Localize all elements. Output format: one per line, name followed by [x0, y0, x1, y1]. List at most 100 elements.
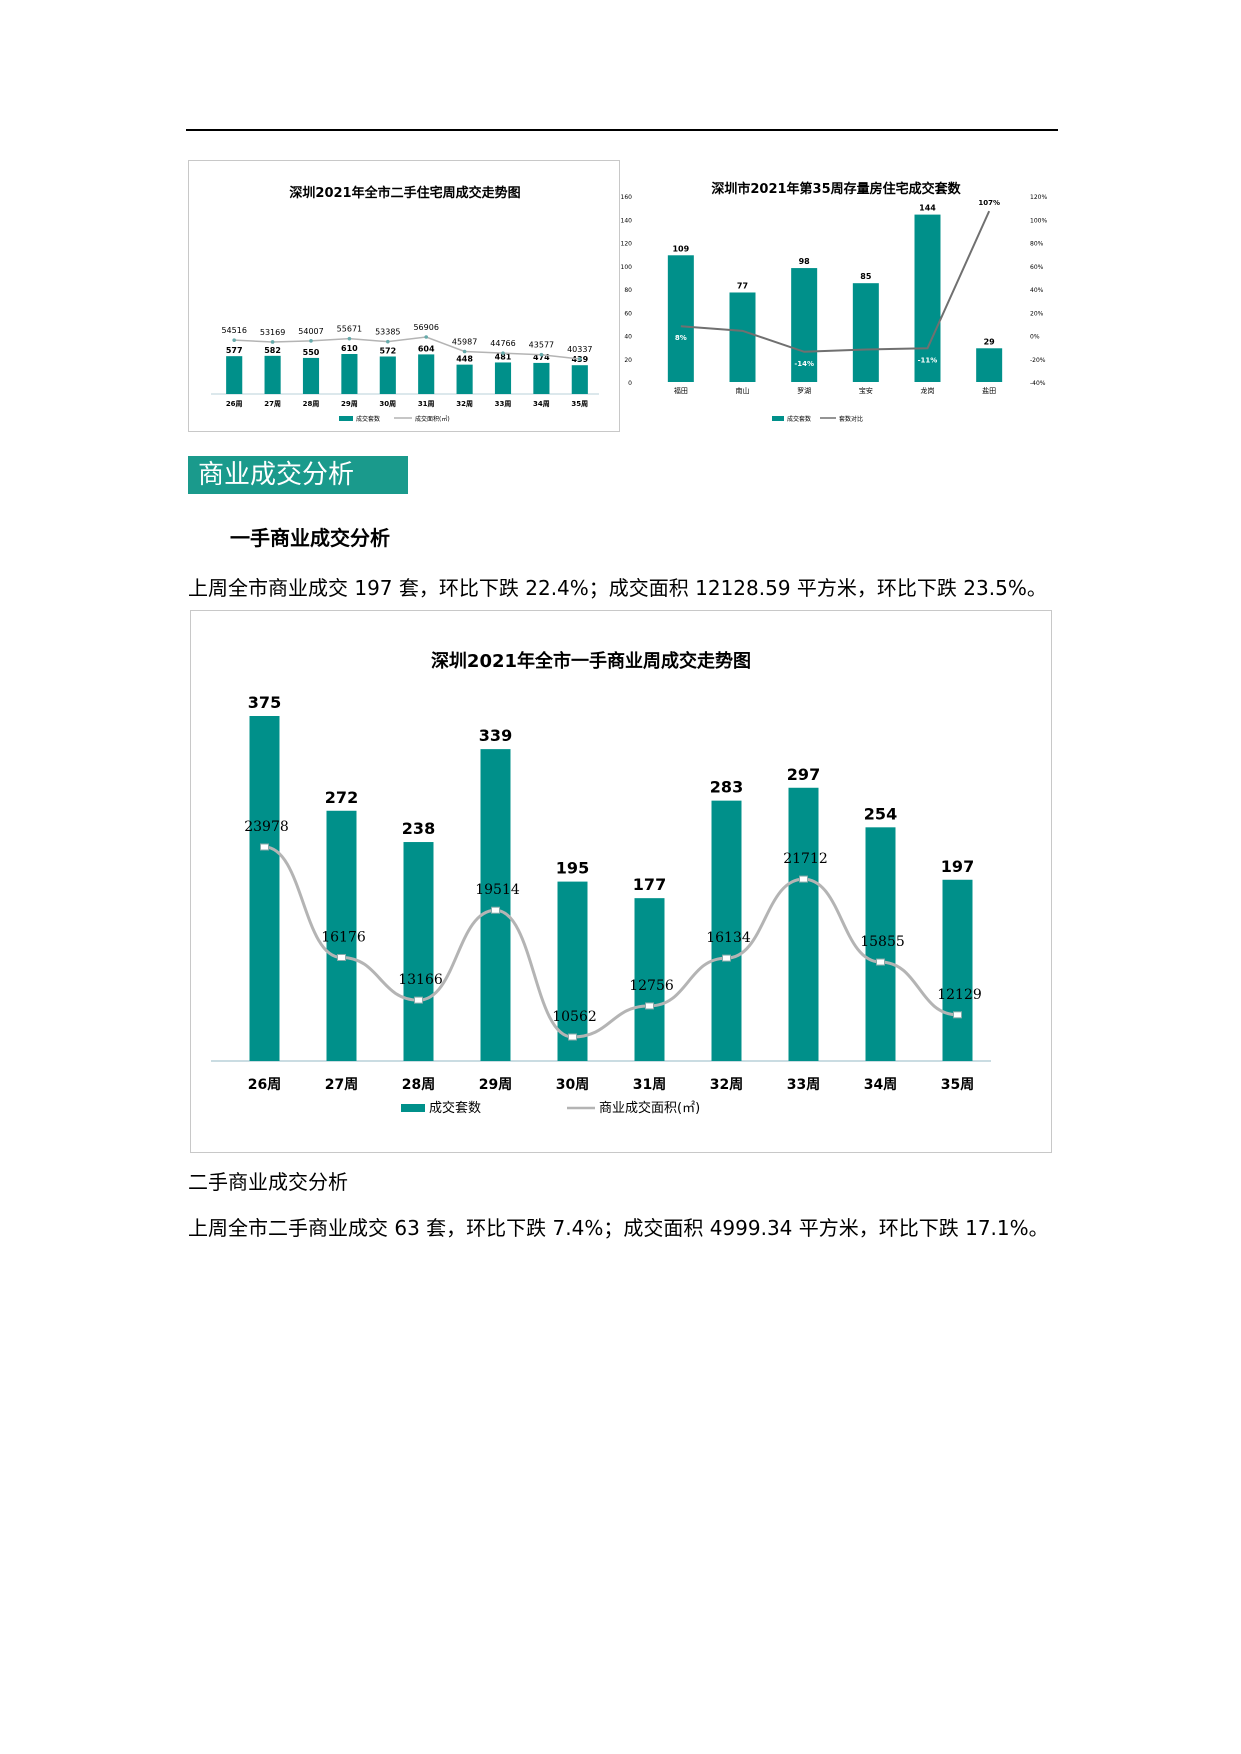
- chart1-bar: [302, 357, 320, 394]
- chart1-bar-label: 550: [303, 348, 320, 357]
- chart3-area-point: [568, 1033, 577, 1041]
- chart3-area-label: 16176: [321, 929, 366, 945]
- chart1-area-label: 54516: [221, 326, 246, 335]
- chart3-area-label: 21712: [783, 851, 828, 867]
- chart1-tick-label: 29周: [341, 399, 358, 408]
- chart-first-hand-commercial: 深圳2021年全市一手商业周成交走势图 375 26周 272 27周 238 28周 339…: [190, 610, 1052, 1153]
- chart1-tick-label: 26周: [226, 399, 243, 408]
- chart1-bar: [418, 354, 435, 394]
- chart2-right-tick: 120%: [1030, 194, 1047, 201]
- chart-secondhand-residential: 深圳2021年全市二手住宅周成交走势图 577 26周 582 27周 550 28周 610…: [188, 160, 620, 432]
- chart2-left-tick: 40: [624, 334, 632, 341]
- chart3-area-label: 12129: [937, 987, 982, 1003]
- chart1-bar-label: 448: [456, 355, 473, 364]
- chart2-right-tick: -40%: [1030, 380, 1046, 387]
- chart1-tick-label: 34周: [533, 399, 550, 408]
- chart2-bar-label: 77: [737, 281, 748, 290]
- chart1-bar: [341, 354, 358, 394]
- chart2-title: 深圳市2021年第35周存量房住宅成交套数: [711, 181, 961, 197]
- chart2-left-tick: 0: [628, 380, 632, 387]
- chart3-bar: [942, 879, 973, 1061]
- chart3-bar-label: 238: [402, 819, 435, 838]
- chart3-tick-label: 26周: [248, 1077, 281, 1093]
- chart2-legend-bar: 成交套数: [787, 415, 811, 423]
- chart3-area-point: [645, 1002, 654, 1010]
- chart3-bar-label: 283: [710, 778, 743, 797]
- chart3-area-point: [722, 954, 731, 962]
- chart3-area-line: [264, 845, 958, 1039]
- chart2-ratio-label: -14%: [794, 360, 814, 368]
- chart3-tick-label: 31周: [633, 1077, 666, 1093]
- chart2-left-tick: 120: [621, 241, 633, 248]
- chart2-tick-label: 宝安: [859, 386, 873, 395]
- chart1-area-point: [424, 335, 428, 339]
- chart1-area-line: [234, 336, 580, 360]
- chart2-bar: [914, 214, 941, 382]
- chart1-tick-label: 32周: [456, 399, 473, 408]
- chart1-area-label: 43577: [529, 341, 554, 350]
- chart3-area-point: [799, 875, 808, 883]
- chart1-bar-label: 610: [341, 344, 358, 353]
- chart1-area-label: 56906: [413, 323, 438, 332]
- chart3-area-point: [260, 843, 269, 851]
- chart3-area-label: 23978: [244, 819, 289, 835]
- chart1-area-point: [309, 339, 313, 343]
- chart1-bar-label: 582: [264, 346, 281, 355]
- chart1-area-point: [501, 351, 505, 355]
- chart3-area-point: [876, 958, 885, 966]
- chart2-left-tick: 160: [621, 194, 633, 201]
- chart2-legend-swatch-bar: [772, 416, 784, 421]
- chart2-bar-label: 144: [919, 204, 936, 213]
- chart2-left-tick: 140: [621, 217, 633, 224]
- chart2-tick-label: 盐田: [982, 386, 996, 395]
- chart2-right-tick: 80%: [1030, 241, 1044, 248]
- chart1-area-point: [386, 339, 390, 344]
- chart1-area-point: [462, 349, 467, 354]
- chart1-bar: [264, 355, 281, 394]
- chart2-left-tick: 80: [624, 287, 632, 294]
- chart3-area-point: [491, 906, 500, 914]
- chart1-area-point: [539, 352, 544, 357]
- chart3-tick-label: 28周: [402, 1077, 435, 1093]
- section-title-commercial: 商业成交分析: [188, 456, 408, 494]
- chart3-svg: 深圳2021年全市一手商业周成交走势图 375 26周 272 27周 238 28周 339…: [211, 650, 991, 1116]
- chart3-tick-label: 34周: [864, 1077, 897, 1093]
- chart3-bar: [634, 898, 665, 1061]
- paragraph-second-hand: 上周全市二手商业成交 63 套，环比下跌 7.4%；成交面积 4999.34 平…: [188, 1216, 1049, 1240]
- chart3-area-label: 15855: [860, 934, 905, 950]
- chart3-bar: [403, 842, 434, 1061]
- chart1-bar-label: 572: [379, 346, 396, 355]
- subhead-first-hand: 一手商业成交分析: [230, 526, 390, 550]
- chart3-title: 深圳2021年全市一手商业周成交走势图: [431, 650, 751, 672]
- chart3-bar-label: 195: [556, 859, 589, 878]
- chart2-bar: [729, 292, 756, 382]
- chart1-legend-bar: 成交套数: [356, 415, 380, 423]
- chart2-bar: [667, 255, 694, 382]
- chart2-right-tick: -20%: [1030, 357, 1046, 364]
- chart2-right-tick: 40%: [1030, 287, 1044, 294]
- chart3-bar: [480, 749, 511, 1061]
- chart2-tick-label: 南山: [736, 386, 750, 395]
- chart1-tick-label: 35周: [571, 399, 588, 408]
- chart1-bar: [456, 364, 473, 394]
- chart3-area-label: 12756: [629, 978, 674, 994]
- chart2-bar: [791, 268, 818, 382]
- chart2-bar: [976, 348, 1003, 382]
- chart1-tick-label: 30周: [379, 399, 396, 408]
- chart2-legend-line: 套数对比: [839, 415, 863, 423]
- chart1-tick-label: 33周: [495, 399, 512, 408]
- chart3-bar: [711, 800, 742, 1061]
- chart3-bar: [249, 716, 280, 1061]
- chart1-area-label: 44766: [490, 339, 515, 348]
- chart1-title: 深圳2021年全市二手住宅周成交走势图: [289, 185, 520, 201]
- chart3-area-label: 16134: [706, 930, 751, 946]
- chart3-tick-label: 30周: [556, 1077, 589, 1093]
- chart2-bar-label: 85: [860, 272, 872, 281]
- chart1-legend-line: 成交面积(㎡): [415, 415, 450, 423]
- chart2-bar-label: 109: [672, 244, 689, 253]
- chart1-bar: [494, 362, 512, 394]
- chart3-area-point: [953, 1011, 962, 1019]
- chart3-bar-label: 272: [325, 788, 358, 807]
- chart2-bar: [852, 283, 879, 382]
- chart1-tick-label: 28周: [303, 399, 320, 408]
